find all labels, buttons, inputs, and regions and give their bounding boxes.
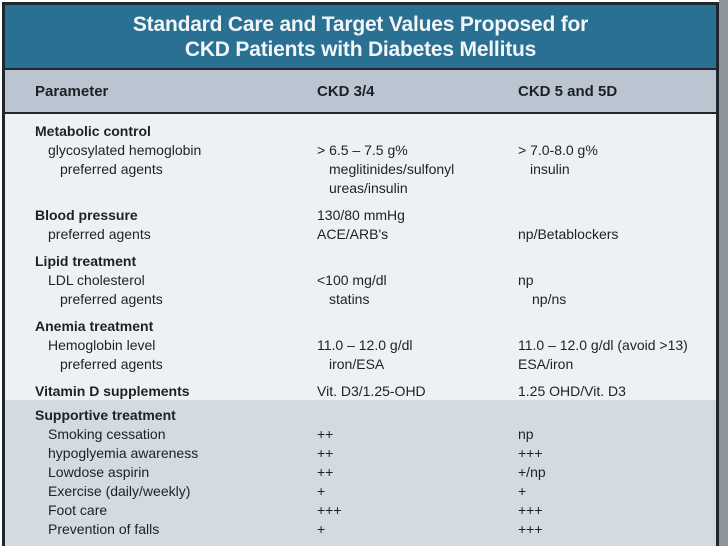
- row-value-ckd5: [518, 206, 716, 225]
- table-title-line2: CKD Patients with Diabetes Mellitus: [184, 38, 537, 61]
- row-label: Exercise (daily/weekly): [48, 483, 191, 499]
- table-row: preferred agents statins np/ns: [5, 290, 716, 309]
- row-value-ckd5: [518, 122, 716, 141]
- table-row: hypoglyemia awareness ++ +++: [5, 444, 716, 463]
- row-label: Blood pressure: [35, 207, 138, 223]
- row-value-ckd5: np/Betablockers: [518, 226, 619, 242]
- row-label: Smoking cessation: [48, 426, 166, 442]
- table-title-line1: Standard Care and Target Values Proposed…: [132, 13, 589, 36]
- table-row: preferred agents ACE/ARB's np/Betablocke…: [5, 225, 716, 244]
- table-body: Metabolic control glycosylated hemoglobi…: [5, 114, 716, 400]
- row-value-ckd5: [518, 317, 716, 336]
- column-header-ckd34: CKD 3/4: [317, 82, 375, 100]
- title-divider: [5, 68, 716, 70]
- table-row: Blood pressure 130/80 mmHg: [5, 206, 716, 225]
- table-title-bar: Standard Care and Target Values Proposed…: [5, 5, 716, 68]
- table-row: preferred agents iron/ESA ESA/iron: [5, 355, 716, 374]
- row-value-ckd34: ACE/ARB's: [317, 226, 389, 242]
- row-label: Prevention of falls: [48, 521, 160, 537]
- row-value-ckd5: +++: [518, 502, 543, 518]
- row-value-ckd34: 130/80 mmHg: [317, 207, 405, 223]
- table-row: Exercise (daily/weekly) + +: [5, 482, 716, 501]
- slide-edge-strip: [719, 0, 728, 546]
- table-row: Anemia treatment: [5, 317, 716, 336]
- row-label: Lipid treatment: [35, 253, 137, 269]
- group-anemia-treatment: Anemia treatment Hemoglobin level 11.0 –…: [5, 317, 716, 374]
- table-row: Lowdose aspirin ++ +/np: [5, 463, 716, 482]
- row-value-ckd5: [518, 252, 716, 271]
- row-value-ckd34: statins: [329, 291, 370, 307]
- table-header-row: Parameter CKD 3/4 CKD 5 and 5D: [5, 70, 716, 112]
- column-header-parameter: Parameter: [35, 82, 109, 100]
- row-label: Metabolic control: [35, 123, 151, 139]
- group-vitamin-d: Vitamin D supplements Vit. D3/1.25-OHD 1…: [5, 382, 716, 401]
- row-value-ckd34: +: [317, 483, 326, 499]
- row-label: Vitamin D supplements: [35, 383, 190, 399]
- row-value-ckd5: 11.0 – 12.0 g/dl (avoid >13): [518, 337, 688, 353]
- row-value-ckd34: > 6.5 – 7.5 g%: [317, 142, 408, 158]
- table-row: Hemoglobin level 11.0 – 12.0 g/dl 11.0 –…: [5, 336, 716, 355]
- row-value-ckd5: np/ns: [532, 291, 567, 307]
- row-label: preferred agents: [60, 161, 163, 177]
- table-row: Vitamin D supplements Vit. D3/1.25-OHD 1…: [5, 382, 716, 401]
- row-value-ckd34: [317, 252, 518, 271]
- header-divider: [5, 112, 716, 114]
- column-header-ckd5: CKD 5 and 5D: [518, 82, 618, 100]
- row-value-ckd34: [317, 122, 518, 141]
- row-value-ckd5: 1.25 OHD/Vit. D3: [518, 383, 626, 399]
- row-value-ckd5: +++: [518, 521, 543, 537]
- row-label: Lowdose aspirin: [48, 464, 150, 480]
- row-label: preferred agents: [48, 226, 151, 242]
- table-row: LDL cholesterol <100 mg/dl np: [5, 271, 716, 290]
- row-value-ckd34: ++: [317, 445, 334, 461]
- table-row: glycosylated hemoglobin > 6.5 – 7.5 g% >…: [5, 141, 716, 160]
- row-label: preferred agents: [60, 291, 163, 307]
- row-value-ckd34: [317, 317, 518, 336]
- row-label: Anemia treatment: [35, 318, 154, 334]
- row-value-ckd34: meglitinides/sulfonyl ureas/insulin: [329, 161, 455, 196]
- row-value-ckd5: np: [518, 426, 534, 442]
- table-row: Supportive treatment: [5, 406, 716, 425]
- row-label: hypoglyemia awareness: [48, 445, 199, 461]
- section-supportive-treatment: Supportive treatment Smoking cessation +…: [5, 400, 716, 546]
- row-value-ckd34: ++: [317, 464, 334, 480]
- group-blood-pressure: Blood pressure 130/80 mmHg preferred age…: [5, 206, 716, 244]
- row-value-ckd34: <100 mg/dl: [317, 272, 387, 288]
- row-value-ckd5: +++: [518, 445, 543, 461]
- row-value-ckd34: Vit. D3/1.25-OHD: [317, 383, 426, 399]
- row-value-ckd34: iron/ESA: [329, 356, 385, 372]
- row-label: Supportive treatment: [35, 407, 176, 423]
- row-value-ckd34: ++: [317, 426, 334, 442]
- table-row: preferred agents meglitinides/sulfonyl u…: [5, 160, 716, 198]
- table-row: Metabolic control: [5, 122, 716, 141]
- table-row: Lipid treatment: [5, 252, 716, 271]
- row-value-ckd34: +++: [317, 502, 342, 518]
- row-value-ckd5: > 7.0-8.0 g%: [518, 142, 598, 158]
- row-value-ckd5: ESA/iron: [518, 356, 574, 372]
- table-row: Foot care +++ +++: [5, 501, 716, 520]
- row-value-ckd5: +/np: [518, 464, 546, 480]
- row-label: glycosylated hemoglobin: [48, 142, 202, 158]
- row-value-ckd5: np: [518, 272, 534, 288]
- row-value-ckd5: insulin: [530, 161, 570, 177]
- row-label: Foot care: [48, 502, 108, 518]
- row-value-ckd34: 11.0 – 12.0 g/dl: [317, 337, 413, 353]
- row-label: preferred agents: [60, 356, 163, 372]
- group-metabolic-control: Metabolic control glycosylated hemoglobi…: [5, 122, 716, 198]
- table-row: Smoking cessation ++ np: [5, 425, 716, 444]
- group-lipid-treatment: Lipid treatment LDL cholesterol <100 mg/…: [5, 252, 716, 309]
- table-row: Prevention of falls + +++: [5, 520, 716, 539]
- row-label: Hemoglobin level: [48, 337, 156, 353]
- row-value-ckd5: +: [518, 483, 527, 499]
- row-label: LDL cholesterol: [48, 272, 145, 288]
- row-value-ckd34: +: [317, 521, 326, 537]
